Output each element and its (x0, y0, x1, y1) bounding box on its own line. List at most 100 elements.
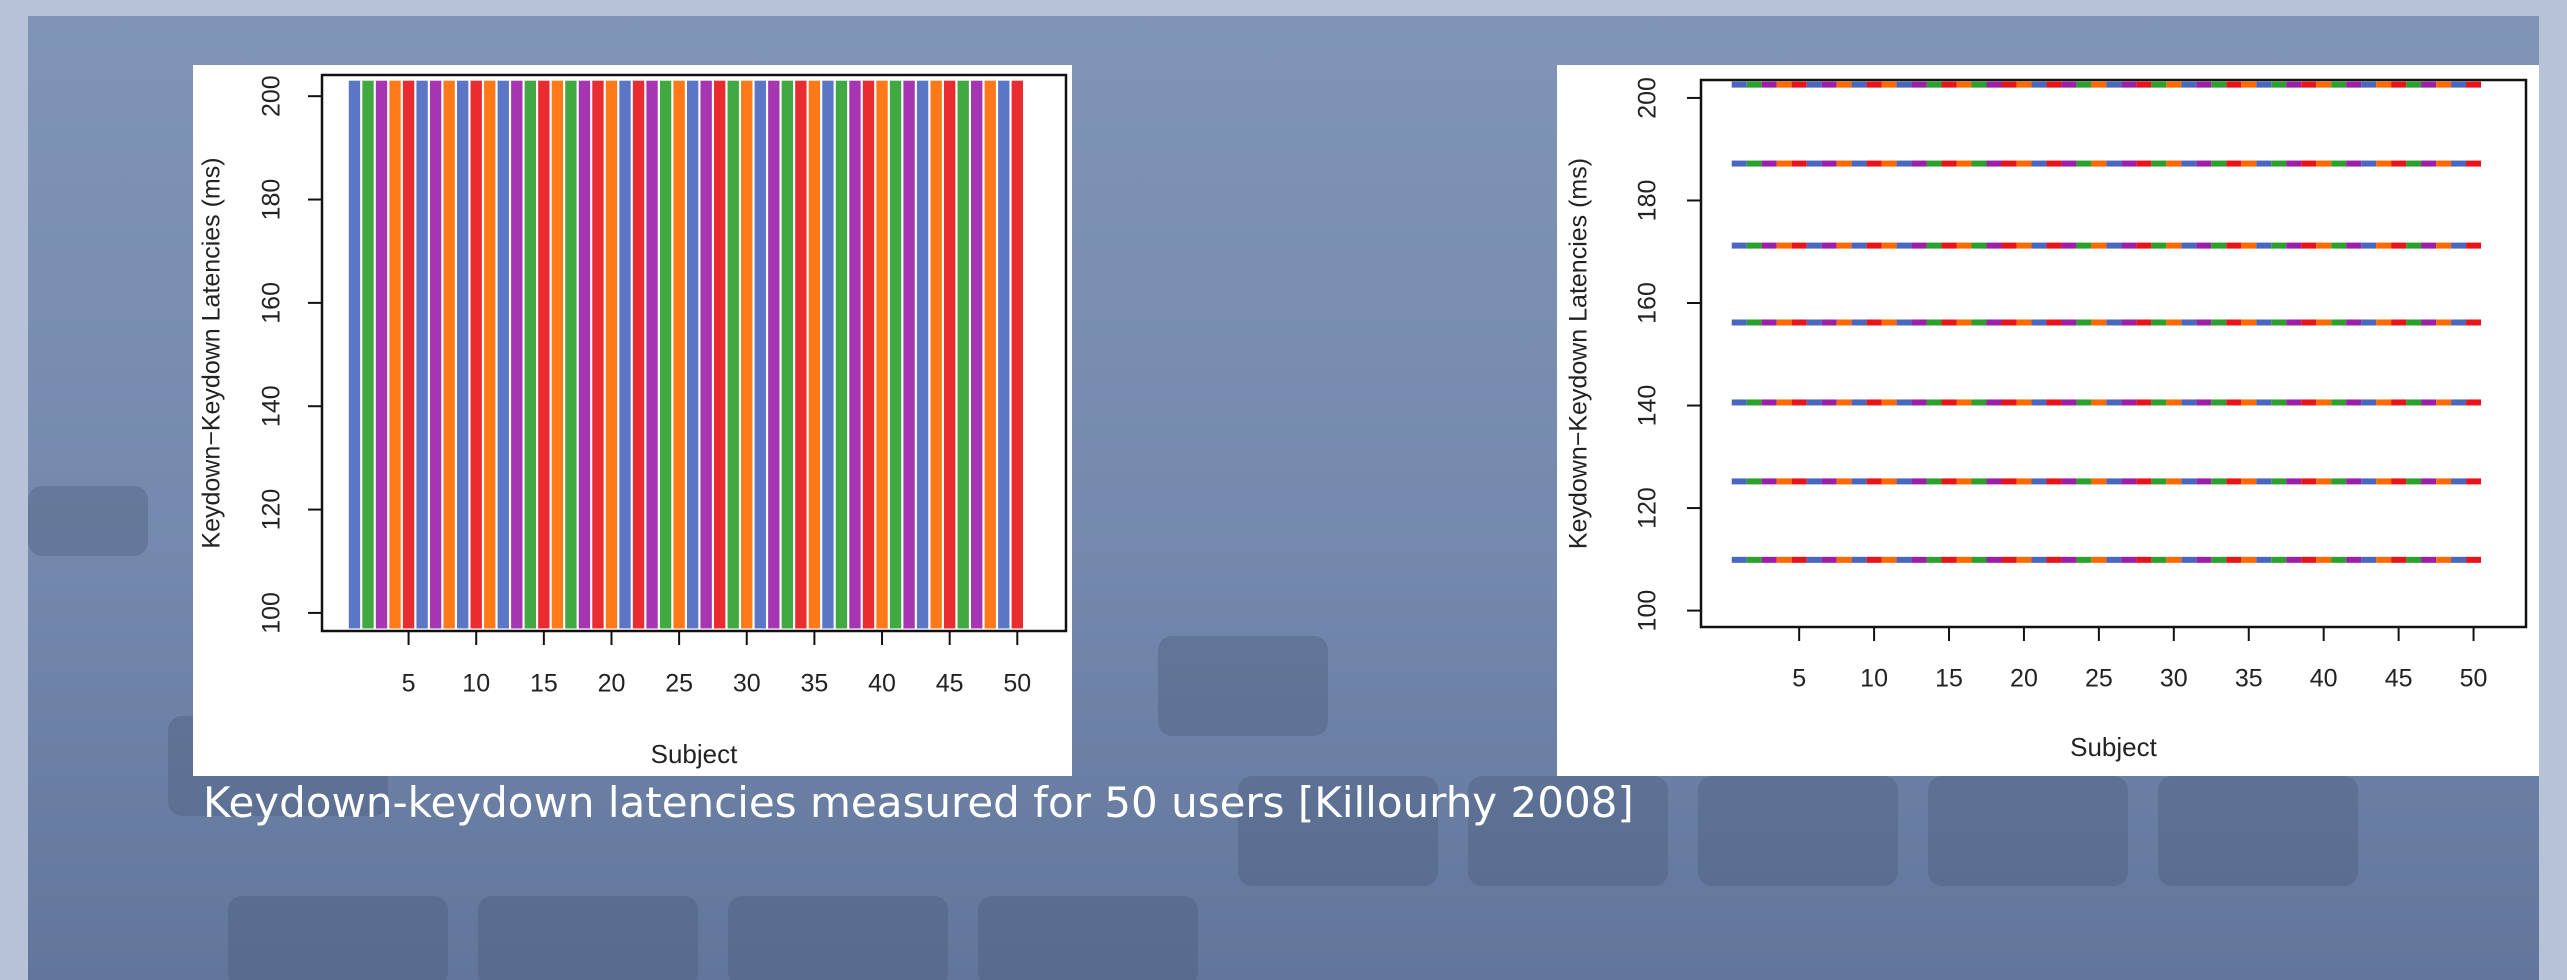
level-segment (2241, 160, 2257, 167)
level-segment (1806, 556, 1822, 563)
caption: Keydown-keydown latencies measured for 5… (203, 778, 1634, 827)
level-segment (2436, 319, 2452, 326)
level-segment (2001, 160, 2017, 167)
level-segment (2391, 160, 2407, 167)
level-segment (2256, 399, 2272, 406)
level-segment (1821, 399, 1837, 406)
level-segment (1956, 81, 1972, 88)
level-segment (2121, 478, 2137, 485)
level-segment (2211, 556, 2227, 563)
level-segment (2181, 399, 2197, 406)
level-segment (1986, 399, 2002, 406)
level-segment (1986, 81, 2002, 88)
level-segment (1776, 160, 1792, 167)
subject-strip (876, 80, 888, 629)
level-segment (2241, 399, 2257, 406)
x-tick-label: 45 (936, 670, 964, 698)
level-segment (2361, 319, 2377, 326)
level-segment (1761, 399, 1777, 406)
y-tick-label: 180 (1634, 180, 1662, 222)
level-segment (2331, 81, 2347, 88)
level-segment (2046, 242, 2062, 249)
level-segment (2241, 319, 2257, 326)
level-segment (2451, 160, 2467, 167)
level-segment (2061, 399, 2077, 406)
level-segment (2121, 160, 2137, 167)
level-segment (1746, 399, 1762, 406)
level-segment (1971, 478, 1987, 485)
level-segment (1731, 242, 1747, 249)
subject-strip (389, 80, 401, 629)
level-segment (2376, 242, 2392, 249)
level-segment (2046, 478, 2062, 485)
keyboard-key (1468, 776, 1668, 886)
level-segment (1806, 242, 1822, 249)
level-segment (1881, 478, 1897, 485)
chart-panel: 100 120 140 160 180 200 5 10 15 20 25 30 35 40 45 50 Key… (1557, 65, 2539, 776)
level-segment (2406, 81, 2422, 88)
level-segment (1806, 160, 1822, 167)
y-tick-label: 200 (1634, 77, 1662, 119)
subject-strip (903, 80, 915, 629)
level-segment (2151, 160, 2167, 167)
level-segment (2016, 319, 2032, 326)
level-segment (2391, 478, 2407, 485)
level-segment (1851, 478, 1867, 485)
level-segment (1881, 319, 1897, 326)
keyboard-key (228, 896, 448, 980)
level-segment (2211, 319, 2227, 326)
level-segment (2466, 319, 2482, 326)
level-segment (2256, 556, 2272, 563)
y-axis-label: Keydown−Keydown Latencies (ms) (198, 157, 226, 548)
level-segment (2091, 556, 2107, 563)
level-segment (2346, 399, 2362, 406)
level-segment (2256, 160, 2272, 167)
level-segment (2076, 399, 2092, 406)
level-segment (2016, 242, 2032, 249)
level-segment (2136, 242, 2152, 249)
level-segment (1971, 242, 1987, 249)
subject-strip (565, 80, 577, 629)
level-segment (1926, 319, 1942, 326)
level-segment (2166, 160, 2182, 167)
level-segment (2166, 399, 2182, 406)
level-segment (1776, 242, 1792, 249)
level-segment (2121, 399, 2137, 406)
level-segment (1971, 556, 1987, 563)
subject-strip (754, 80, 766, 629)
level-segment (1731, 81, 1747, 88)
level-segment (1971, 81, 1987, 88)
level-segment (2031, 319, 2047, 326)
level-segment (1806, 478, 1822, 485)
level-segment (1881, 399, 1897, 406)
y-tick-label: 160 (1634, 282, 1662, 324)
level-segment (1746, 478, 1762, 485)
level-segment (2286, 556, 2302, 563)
level-segment (2301, 319, 2317, 326)
level-segment (1761, 81, 1777, 88)
level-segment (2061, 556, 2077, 563)
level-segment (2361, 81, 2377, 88)
level-segment (1761, 242, 1777, 249)
subject-strip (714, 80, 726, 629)
level-segment (2181, 242, 2197, 249)
level-segment (1761, 319, 1777, 326)
subject-strip (457, 80, 469, 629)
keyboard-key (1158, 636, 1328, 736)
level-segment (2121, 556, 2137, 563)
level-segment (2331, 556, 2347, 563)
level-segment (2196, 81, 2212, 88)
level-segment (2211, 399, 2227, 406)
level-segment (1986, 242, 2002, 249)
level-segment (2421, 478, 2437, 485)
level-segment (1926, 81, 1942, 88)
level-segment (2106, 160, 2122, 167)
level-segment (1911, 242, 1927, 249)
level-segment (1731, 160, 1747, 167)
subject-strip (943, 80, 956, 629)
level-segment (2406, 399, 2422, 406)
y-tick-label: 160 (258, 282, 286, 324)
level-segment (2421, 242, 2437, 249)
level-segment (1926, 242, 1942, 249)
y-tick-label: 100 (1634, 590, 1662, 632)
